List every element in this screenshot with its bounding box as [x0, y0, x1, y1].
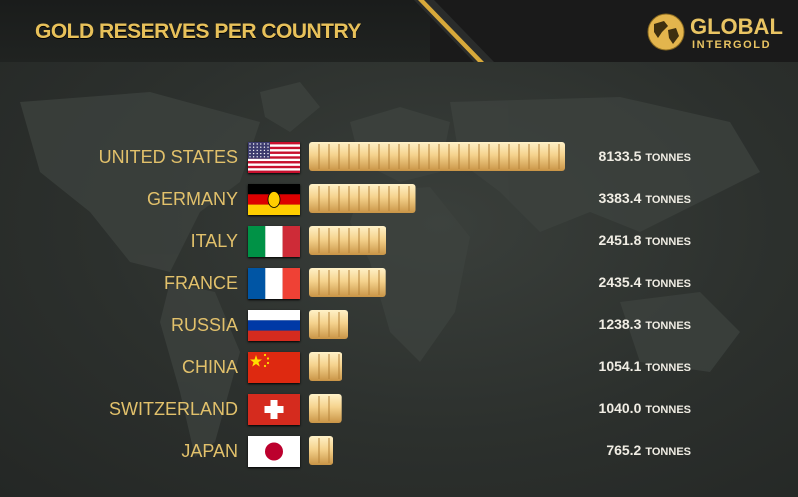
value-unit: TONNES — [645, 152, 691, 164]
value-number: 2435.4 — [598, 274, 642, 290]
chart-row: FRANCE 2435.4 TONNES — [0, 268, 798, 300]
header-divider-stripe — [414, 0, 494, 62]
value-label: 765.2 TONNES — [606, 442, 691, 458]
value-unit: TONNES — [645, 446, 691, 458]
value-unit: TONNES — [645, 278, 691, 290]
globe-icon — [647, 13, 685, 51]
page-title: GOLD RESERVES PER COUNTRY — [35, 20, 361, 43]
bar — [309, 268, 386, 297]
country-label: JAPAN — [181, 441, 238, 461]
value-number: 1238.3 — [598, 316, 642, 332]
country-label: GERMANY — [146, 189, 238, 209]
world-map-background — [20, 82, 760, 457]
value-label: 8133.5 TONNES — [599, 148, 691, 164]
value-unit: TONNES — [645, 194, 691, 206]
us-flag — [248, 142, 300, 174]
country-label: SWITZERLAND — [108, 399, 238, 419]
value-label: 2451.8 TONNES — [599, 232, 691, 248]
country-label: ITALY — [190, 231, 238, 251]
bar — [309, 310, 348, 339]
logo: GLOBAL INTERGOLD — [646, 10, 786, 54]
logo-wordmark: GLOBAL — [690, 14, 783, 39]
bar — [309, 184, 416, 213]
value-label: 1054.1 TONNES — [599, 358, 691, 374]
value-label: 3383.4 TONNES — [599, 190, 691, 206]
country-label: UNITED STATES — [98, 147, 238, 167]
bar — [309, 394, 342, 423]
bar — [309, 142, 565, 171]
value-number: 1054.1 — [598, 358, 642, 374]
chart-row: UNITED STATES 8133.5 TONNES — [0, 142, 798, 174]
bar — [309, 436, 334, 465]
country-label: RUSSIA — [170, 315, 238, 335]
france-flag — [248, 268, 300, 299]
russia-flag — [248, 310, 300, 341]
chart-row: JAPAN 765.2 TONNES — [0, 436, 798, 468]
value-unit: TONNES — [645, 320, 691, 332]
japan-flag — [248, 436, 300, 467]
china-flag — [248, 352, 300, 383]
bar — [309, 352, 343, 381]
value-number: 8133.5 — [598, 148, 642, 164]
switzerland-flag — [248, 394, 300, 425]
value-unit: TONNES — [645, 404, 691, 416]
value-number: 2451.8 — [598, 232, 642, 248]
chart-row: SWITZERLAND 1040.0 TONNES — [0, 394, 798, 426]
chart-row: ITALY 2451.8 TONNES — [0, 226, 798, 258]
italy-flag — [248, 226, 300, 257]
chart-row: GERMANY 3383.4 TONNES — [0, 184, 798, 216]
value-number: 765.2 — [606, 442, 642, 458]
value-label: 2435.4 TONNES — [599, 274, 691, 290]
value-label: 1040.0 TONNES — [599, 400, 691, 416]
bar — [309, 226, 387, 255]
value-unit: TONNES — [645, 362, 691, 374]
header-accent — [430, 0, 798, 62]
country-label: CHINA — [181, 357, 238, 377]
germany-flag — [248, 184, 300, 215]
value-label: 1238.3 TONNES — [599, 316, 691, 332]
logo-subtitle: INTERGOLD — [692, 39, 772, 51]
chart-row: CHINA 1054.1 TONNES — [0, 352, 798, 384]
chart-row: RUSSIA 1238.3 TONNES — [0, 310, 798, 342]
value-number: 1040.0 — [598, 400, 642, 416]
value-number: 3383.4 — [598, 190, 642, 206]
value-unit: TONNES — [645, 236, 691, 248]
country-label: FRANCE — [163, 273, 238, 293]
